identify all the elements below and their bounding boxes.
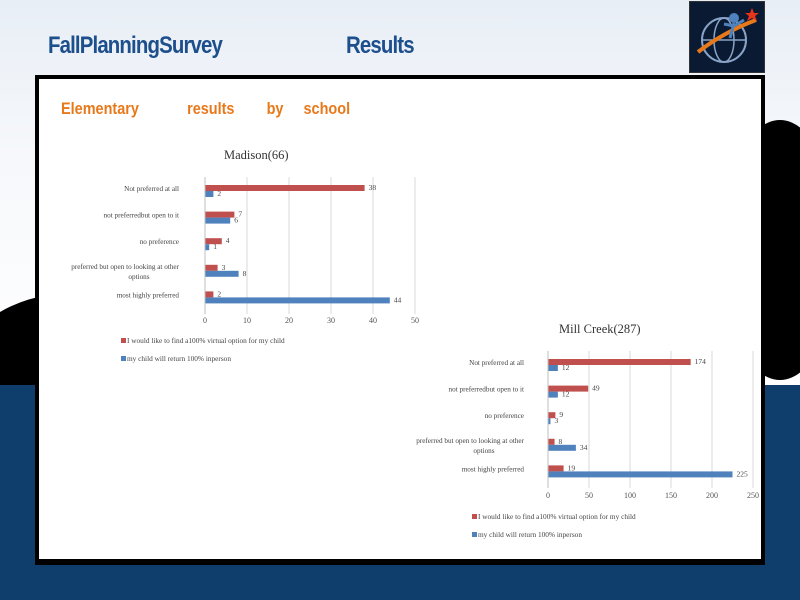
chart2-bar (548, 365, 558, 371)
chart2-tick-label: 100 (624, 491, 636, 500)
chart2-category-label: most highly preferred (462, 465, 525, 473)
chart1-category-label: not preferredbut open to it (104, 212, 179, 220)
chart2-tick-label: 50 (585, 491, 593, 500)
chart1-category-label: Not preferred at all (124, 185, 179, 193)
chart2-tick-label: 250 (747, 491, 759, 500)
chart2-category-label: no preference (485, 412, 524, 420)
chart2-data-label: 174 (695, 357, 707, 366)
chart2-data-label: 8 (559, 437, 563, 446)
chart1-data-label: 2 (217, 289, 221, 298)
chart2-data-label: 12 (562, 390, 570, 399)
chart1-data-label: 8 (243, 269, 247, 278)
slide-content: Elementary results by school Madison(66)… (39, 79, 761, 559)
slide-title: Elementary results by school (61, 99, 351, 118)
chart1-bar (205, 217, 231, 224)
chart1-data-label: 4 (226, 236, 230, 245)
chart2-data-label: 3 (554, 416, 558, 425)
chart1-legend-swatch (121, 356, 126, 361)
chart2-data-label: 12 (562, 363, 570, 372)
chart2-tick-label: 0 (546, 491, 550, 500)
chart2-bar (548, 359, 691, 365)
chart1-data-label: 3 (222, 263, 226, 272)
chart2-legend-swatch (472, 532, 477, 537)
chart1-category-label: options (128, 273, 149, 281)
chart1-bar (205, 244, 210, 251)
chart2-data-label: 225 (737, 469, 749, 478)
chart1-tick-label: 50 (411, 316, 419, 325)
chart1-tick-label: 10 (243, 316, 251, 325)
chart1-title: Madison(66) (224, 148, 289, 162)
chart1-bar (205, 211, 235, 218)
chart2-legend-label: my child will return 100% inperson (478, 530, 582, 539)
chart1-data-label: 2 (217, 189, 221, 198)
chart1-bar (205, 185, 365, 191)
chart1-data-label: 6 (234, 216, 238, 225)
chart2-bar (548, 444, 576, 451)
chart1-tick-label: 0 (203, 316, 207, 325)
logo-icon (696, 8, 759, 63)
header-title-left: FallPlanningSurvey (48, 32, 223, 59)
chart2-category-label: Not preferred at all (469, 359, 524, 367)
chart1-data-label: 7 (238, 210, 242, 219)
chart1-bar (205, 297, 390, 304)
chart2-category-label: options (473, 447, 494, 455)
chart1-bar (205, 238, 222, 245)
chart1-category-label: most highly preferred (117, 291, 180, 299)
chart2-category-label: not preferredbut open to it (449, 386, 524, 394)
chart2-data-label: 19 (568, 463, 576, 472)
chart2-bar (548, 385, 589, 392)
chart1-tick-label: 30 (327, 316, 335, 325)
chart2-legend-label: I would like to find a100% virtual optio… (478, 512, 636, 521)
chart1-data-label: 38 (369, 183, 377, 192)
chart2-legend-swatch (472, 514, 477, 519)
header-title-right: Results (346, 32, 415, 59)
chart2-data-label: 9 (559, 410, 563, 419)
chart1-bar (205, 291, 214, 298)
chart1-legend-label: I would like to find a100% virtual optio… (127, 336, 285, 345)
chart1-bar (205, 264, 218, 271)
chart2-bar (548, 412, 556, 419)
logo (689, 1, 765, 73)
chart2-tick-label: 150 (665, 491, 677, 500)
chart2-bar (548, 465, 564, 472)
chart1-tick-label: 40 (369, 316, 377, 325)
chart1-bar (205, 270, 239, 277)
chart1-data-label: 44 (394, 295, 402, 304)
chart2-bar (548, 418, 551, 425)
chart2-tick-label: 200 (706, 491, 718, 500)
chart2-bar (548, 471, 733, 478)
chart2-bar (548, 391, 558, 398)
chart2-data-label: 34 (580, 443, 588, 452)
chart2-title: Mill Creek(287) (559, 322, 641, 336)
chart2-data-label: 49 (592, 384, 600, 393)
chart1-data-label: 1 (213, 242, 217, 251)
chart1-legend-swatch (121, 338, 126, 343)
chart1-category-label: preferred but open to looking at other (71, 263, 179, 271)
chart2-category-label: preferred but open to looking at other (416, 437, 524, 445)
chart2-bar (548, 438, 555, 445)
slide-frame: Elementary results by school Madison(66)… (35, 75, 765, 565)
chart1-legend-label: my child will return 100% inperson (127, 354, 231, 363)
chart1-bar (205, 191, 214, 197)
chart1-category-label: no preference (140, 238, 179, 246)
chart1-tick-label: 20 (285, 316, 293, 325)
